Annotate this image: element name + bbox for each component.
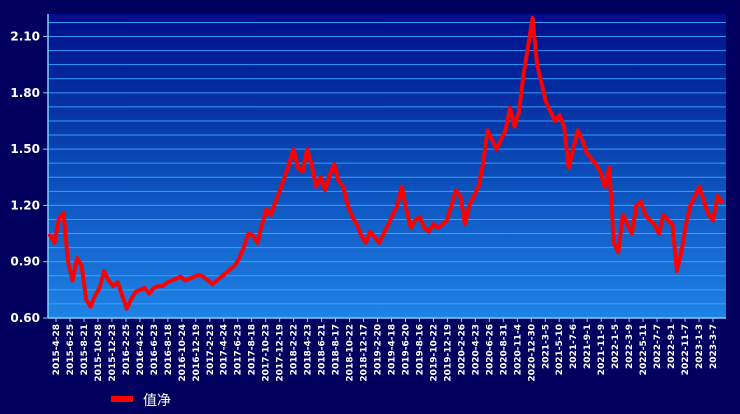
x-tick-label: 2021-3-5 [541,324,551,369]
x-tick-label: 2016-6-23 [150,324,160,375]
x-tick-label: 2015-8-21 [80,324,90,375]
x-tick-label: 2017-8-18 [248,324,258,375]
x-tick-label: 2016-8-18 [164,324,174,375]
legend-label: 值净 [143,393,171,409]
x-tick-label: 2021-5-10 [555,324,565,375]
x-tick-label: 2019-8-16 [415,324,425,375]
x-tick-label: 2021-9-1 [583,324,593,369]
y-tick-label: 1.80 [10,86,40,100]
x-tick-label: 2020-4-23 [471,324,481,375]
x-tick-label: 2017-4-24 [220,324,230,375]
x-tick-label: 2023-1-3 [695,324,705,369]
x-tick-label: 2015-12-23 [108,324,118,382]
x-tick-label: 2018-6-21 [318,324,328,375]
x-tick-label: 2016-12-19 [192,324,202,382]
x-tick-label: 2019-10-22 [429,324,439,382]
y-tick-label: 1.20 [10,198,40,212]
legend-swatch [111,396,133,402]
x-tick-label: 2018-10-22 [346,324,356,382]
x-tick-label: 2017-10-23 [262,324,272,382]
y-tick-label: 1.50 [10,142,40,156]
plot-area [48,14,726,318]
x-tick-label: 2018-2-22 [290,324,300,375]
x-tick-label: 2017-6-23 [234,324,244,375]
x-tick-label: 2016-10-24 [178,324,188,382]
x-tick-label: 2019-6-20 [401,324,411,375]
x-tick-label: 2019-2-20 [374,324,384,375]
x-tick-label: 2015-6-25 [66,324,76,375]
x-tick-label: 2022-1-5 [611,324,621,369]
y-tick-label: 0.60 [10,311,40,325]
x-tick-label: 2018-12-17 [360,324,370,382]
x-tick-label: 2017-12-19 [276,324,286,382]
x-tick-label: 2022-5-11 [639,324,649,375]
x-tick-label: 2020-12-30 [527,324,537,382]
x-tick-label: 2021-7-6 [569,324,579,369]
x-tick-label: 2019-4-18 [387,324,397,375]
x-tick-label: 2022-9-1 [667,324,677,369]
x-tick-label: 2022-3-9 [625,324,635,369]
x-tick-label: 2021-11-9 [597,324,607,375]
x-tick-label: 2020-11-4 [513,324,523,375]
x-tick-label: 2020-2-26 [457,324,467,375]
x-tick-label: 2022-11-7 [681,324,691,375]
x-tick-label: 2015-4-28 [52,324,62,375]
x-tick-label: 2018-8-17 [332,324,342,375]
x-tick-label: 2016-4-22 [136,324,146,375]
y-tick-label: 2.10 [10,30,40,44]
x-tick-label: 2019-12-19 [443,324,453,382]
x-tick-label: 2015-10-28 [94,324,104,382]
x-tick-label: 2017-2-23 [206,324,216,375]
x-tick-label: 2022-7-7 [653,324,663,369]
x-tick-label: 2020-6-26 [485,324,495,375]
x-tick-label: 2020-8-31 [499,324,509,375]
y-tick-label: 0.90 [10,255,40,269]
x-tick-label: 2023-3-7 [709,324,719,369]
series-line [48,15,724,311]
x-tick-label: 2018-4-23 [304,324,314,375]
x-tick-label: 2016-2-25 [122,324,132,375]
